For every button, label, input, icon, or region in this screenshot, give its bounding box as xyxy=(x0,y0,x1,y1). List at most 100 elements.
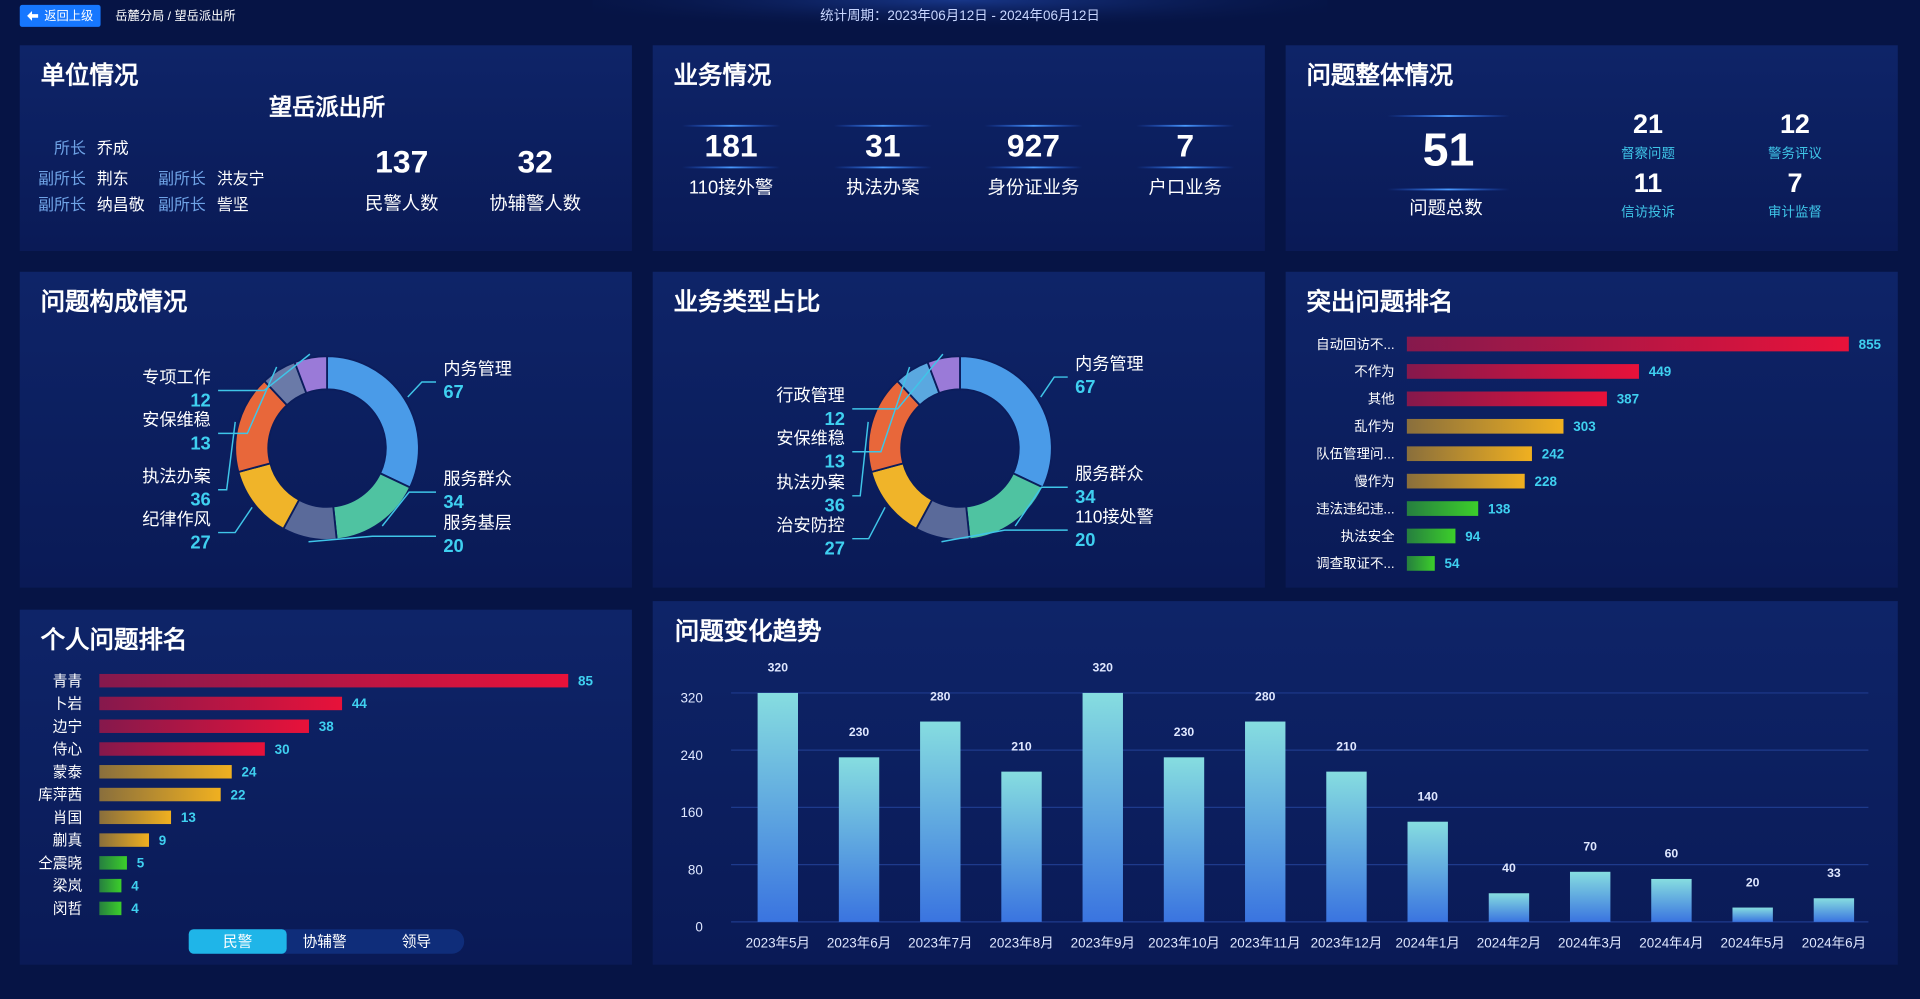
bar-category: 库萍茜 xyxy=(38,787,82,804)
back-button-label[interactable]: 返回上级 xyxy=(44,9,93,23)
leader-line xyxy=(218,421,236,491)
glow-line xyxy=(682,124,781,127)
tab-active[interactable] xyxy=(188,929,287,954)
staff-name: 訾坚 xyxy=(217,196,249,214)
breadcrumb[interactable]: 岳麓分局 / 望岳派出所 xyxy=(115,8,235,23)
y-tick-label: 80 xyxy=(688,862,703,877)
bar-value: 4 xyxy=(131,878,139,893)
bar-category: 边宁 xyxy=(53,718,82,735)
leader-line xyxy=(407,381,437,398)
period: 统计周期：2023年06月12日 - 2024年06月12日 xyxy=(820,8,1100,23)
bar xyxy=(757,692,799,922)
bar-value: 70 xyxy=(1583,840,1597,854)
donut-label: 服务基层 xyxy=(443,513,512,533)
bar-value: 4 xyxy=(131,901,139,916)
bar xyxy=(1651,878,1692,922)
bar-category: 仝震晓 xyxy=(38,855,82,872)
donut-label: 执法办案 xyxy=(776,472,845,492)
bar xyxy=(99,833,149,847)
bar-value: 94 xyxy=(1465,529,1480,544)
leader-line xyxy=(852,366,911,453)
glow-line xyxy=(984,124,1083,127)
bar-category: 卜岩 xyxy=(53,696,82,713)
bar-value: 9 xyxy=(159,833,166,848)
x-tick-label: 2024年6月 xyxy=(1802,935,1866,950)
bar xyxy=(1245,721,1286,922)
stat-value: 31 xyxy=(865,128,900,164)
bar xyxy=(99,765,232,779)
donut-label: 服务群众 xyxy=(443,468,512,488)
stat-label: 协辅警人数 xyxy=(489,192,581,213)
y-tick-label: 0 xyxy=(695,920,702,935)
x-tick-label: 2023年9月 xyxy=(1071,935,1135,950)
donut-label: 110接处警 xyxy=(1075,506,1154,526)
bar-value: 60 xyxy=(1665,847,1679,861)
bar xyxy=(1406,418,1564,434)
donut-label: 安保维稳 xyxy=(142,410,211,430)
tab[interactable]: 领导 xyxy=(402,934,431,951)
panel-title: 个人问题排名 xyxy=(41,626,188,654)
bar xyxy=(1406,473,1525,489)
donut-value: 12 xyxy=(190,389,210,410)
glow-line xyxy=(1136,166,1235,169)
bar xyxy=(1326,771,1367,922)
stat-label: 民警人数 xyxy=(365,192,438,213)
bar-category: 调查取证不... xyxy=(1316,556,1394,571)
donut-label: 内务管理 xyxy=(1075,353,1144,373)
bar xyxy=(99,719,309,733)
bar-category: 闵哲 xyxy=(53,901,82,918)
bar xyxy=(1732,907,1773,922)
tab[interactable]: 协辅警 xyxy=(303,934,347,951)
stat-value: 137 xyxy=(375,143,428,179)
bar xyxy=(99,742,265,756)
donut-value: 67 xyxy=(443,381,463,402)
bar-category: 其他 xyxy=(1368,392,1395,407)
bar-category: 不作为 xyxy=(1354,364,1394,379)
y-tick-label: 240 xyxy=(680,748,702,763)
leader-line xyxy=(308,535,437,543)
total-label: 问题总数 xyxy=(1409,197,1482,218)
staff-role: 副所长 xyxy=(158,170,206,188)
bar xyxy=(99,856,127,870)
donut-label: 内务管理 xyxy=(443,358,512,378)
bar-value: 210 xyxy=(1336,739,1357,753)
donut-label: 行政管理 xyxy=(776,385,845,405)
bar-value: 242 xyxy=(1542,446,1564,461)
unit-name: 望岳派出所 xyxy=(269,94,385,120)
x-tick-label: 2023年6月 xyxy=(827,935,891,950)
donut-segment xyxy=(926,355,961,395)
bar xyxy=(1569,871,1611,922)
y-tick-label: 320 xyxy=(680,691,702,706)
bar-category: 青青 xyxy=(53,673,82,690)
x-tick-label: 2024年5月 xyxy=(1721,935,1785,950)
x-tick-label: 2023年8月 xyxy=(989,935,1053,950)
item-label: 警务评议 xyxy=(1768,146,1822,161)
bar-value: 228 xyxy=(1535,474,1558,489)
donut-value: 12 xyxy=(824,408,844,429)
glow-line xyxy=(1387,188,1510,191)
x-tick-label: 2024年3月 xyxy=(1558,935,1622,950)
panel-title: 问题构成情况 xyxy=(41,288,188,316)
bar-category: 违法违纪违... xyxy=(1316,501,1394,516)
bar-category: 自动回访不... xyxy=(1316,337,1394,352)
staff-role: 所长 xyxy=(54,140,86,158)
bar xyxy=(1406,364,1639,379)
bar-value: 387 xyxy=(1617,392,1639,407)
donut-value: 27 xyxy=(190,531,210,552)
bar-category: 乱作为 xyxy=(1354,419,1394,434)
donut-value: 13 xyxy=(190,432,210,453)
stat-label: 身份证业务 xyxy=(988,176,1080,197)
bar-value: 24 xyxy=(242,765,257,780)
x-tick-label: 2024年1月 xyxy=(1396,935,1460,950)
bar xyxy=(1406,446,1532,462)
back-button[interactable] xyxy=(19,4,101,27)
stat-value: 32 xyxy=(517,143,552,179)
glow-line xyxy=(833,166,932,169)
tab[interactable]: 民警 xyxy=(223,934,253,951)
bar-value: 40 xyxy=(1502,861,1516,875)
bar-value: 320 xyxy=(1093,661,1114,675)
bar-category: 肖国 xyxy=(53,809,82,826)
stat-label: 110接外警 xyxy=(689,176,773,197)
